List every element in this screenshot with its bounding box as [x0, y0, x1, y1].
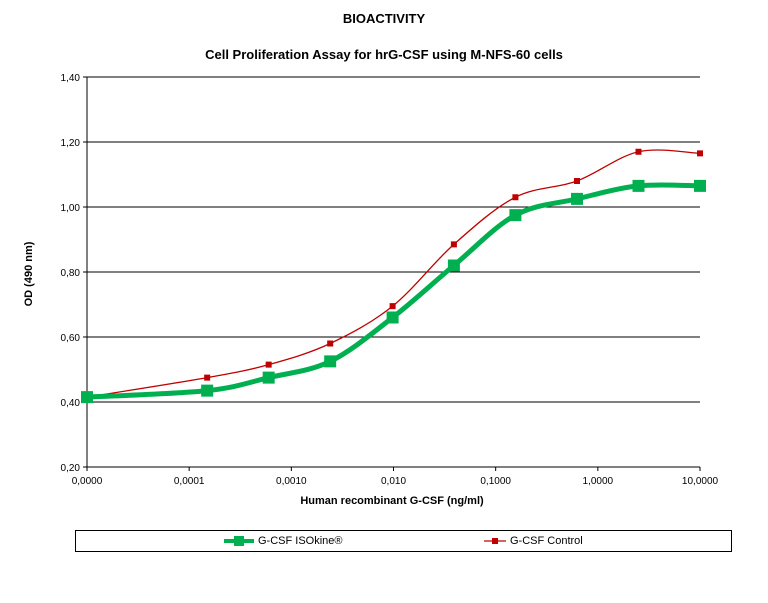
- x-tick-label: 0,0010: [276, 476, 307, 487]
- data-point: [81, 391, 93, 404]
- legend-swatch-control: [484, 538, 506, 544]
- x-tick-label: 0,0000: [72, 476, 103, 487]
- legend-item-isokine: G-CSF ISOkine®: [224, 531, 343, 551]
- y-axis-label: OD (490 nm): [23, 241, 35, 306]
- series-line: [86, 182, 701, 400]
- data-point: [694, 179, 706, 192]
- x-tick-label: 10,0000: [682, 476, 719, 487]
- data-point: [573, 178, 580, 184]
- legend: G-CSF ISOkine® G-CSF Control: [75, 530, 732, 552]
- data-point: [327, 340, 334, 347]
- data-point: [447, 259, 460, 272]
- data-point: [509, 209, 522, 222]
- data-point: [324, 355, 337, 368]
- data-point: [635, 148, 642, 155]
- data-point: [697, 150, 703, 157]
- x-tick-label: 0,1000: [480, 476, 511, 487]
- data-point: [389, 303, 396, 310]
- data-point: [265, 361, 272, 368]
- data-point: [201, 384, 214, 397]
- series-line: [86, 149, 701, 398]
- legend-swatch-isokine: [224, 536, 254, 546]
- series-isokine: [81, 179, 706, 404]
- data-point: [570, 192, 583, 205]
- series: [81, 148, 706, 404]
- y-tick-label: 0,20: [61, 463, 81, 474]
- chart-title: BIOACTIVITY: [342, 11, 426, 26]
- x-tick-label: 0,010: [381, 476, 406, 487]
- data-point: [512, 194, 519, 201]
- x-tick-label: 1,0000: [583, 476, 614, 487]
- data-point: [450, 241, 457, 248]
- x-tick-label: 0,0001: [174, 476, 205, 487]
- y-tick-label: 1,00: [61, 203, 81, 214]
- data-point: [204, 374, 211, 381]
- grid-lines: [87, 76, 700, 403]
- y-tick-label: 1,20: [61, 138, 81, 149]
- tick-labels: 0,20 0,40 0,60 0,80 1,00 1,20 1,40 0,0000 0,0001…: [61, 73, 719, 487]
- data-point: [386, 311, 399, 324]
- data-point: [262, 371, 275, 384]
- legend-item-control: G-CSF Control: [484, 531, 583, 551]
- legend-label-control: G-CSF Control: [510, 535, 583, 547]
- y-tick-label: 0,60: [61, 333, 81, 344]
- data-point: [632, 179, 645, 192]
- y-tick-label: 1,40: [61, 73, 81, 84]
- series-control: [84, 148, 703, 401]
- axes: [83, 76, 701, 471]
- x-axis-label: Human recombinant G-CSF (ng/ml): [300, 495, 484, 507]
- legend-label-isokine: G-CSF ISOkine®: [258, 535, 343, 547]
- y-tick-label: 0,40: [61, 398, 81, 409]
- chart-subtitle: Cell Proliferation Assay for hrG-CSF usi…: [205, 47, 563, 62]
- y-tick-label: 0,80: [61, 268, 81, 279]
